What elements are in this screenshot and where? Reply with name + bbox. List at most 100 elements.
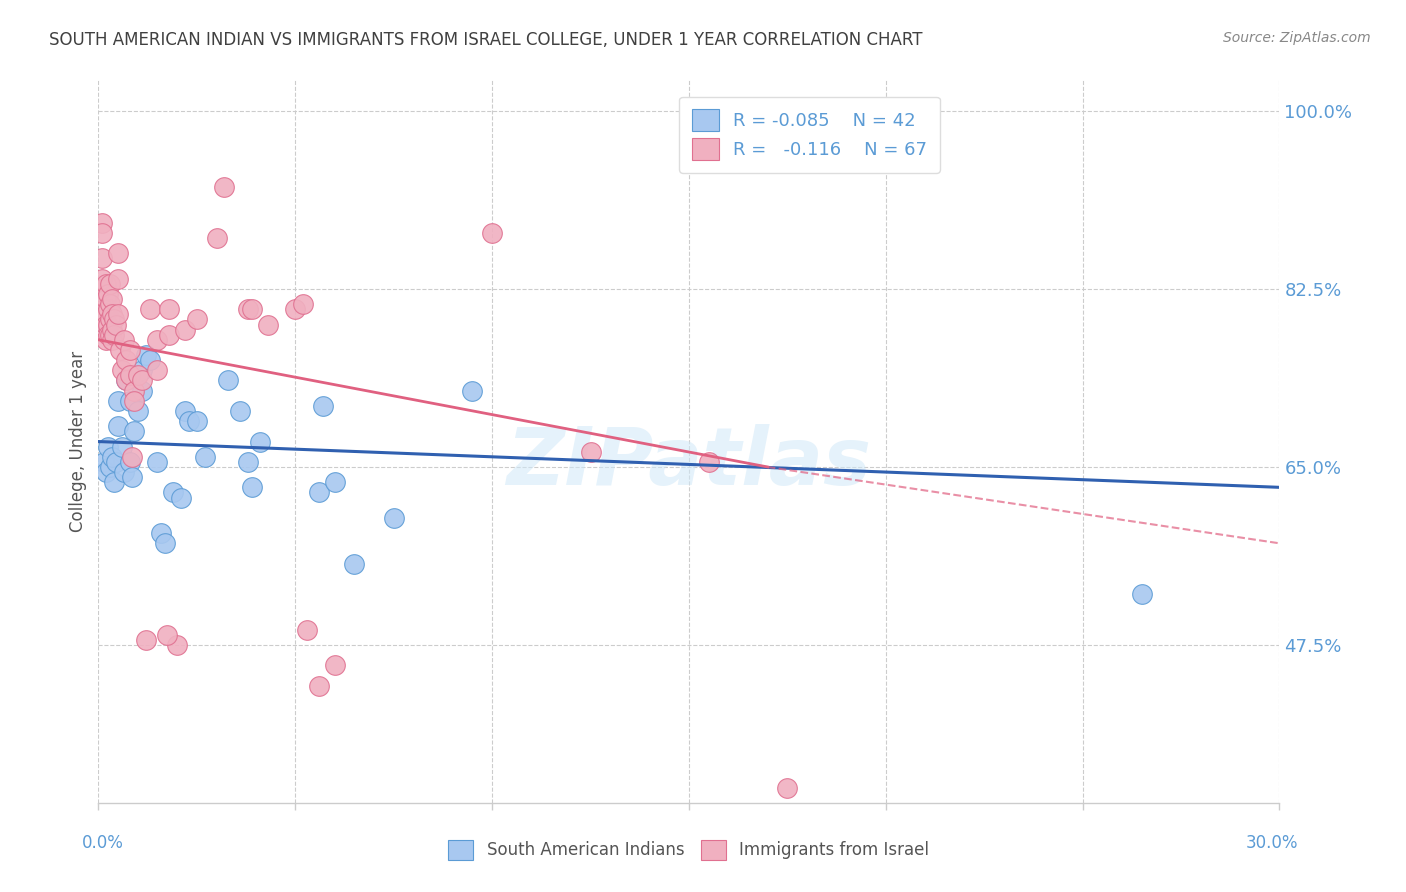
Text: 30.0%: 30.0%	[1246, 834, 1299, 852]
Point	[1130, 587, 1153, 601]
Point	[343, 557, 366, 571]
Point	[122, 393, 145, 408]
Point	[97, 440, 120, 454]
Text: 0.0%: 0.0%	[82, 834, 124, 852]
Point	[91, 216, 114, 230]
Point	[157, 302, 180, 317]
Point	[101, 307, 124, 321]
Point	[146, 455, 169, 469]
Point	[205, 231, 228, 245]
Point	[138, 353, 160, 368]
Point	[105, 455, 128, 469]
Point	[98, 327, 121, 342]
Point	[186, 312, 208, 326]
Point	[93, 312, 115, 326]
Point	[96, 277, 118, 291]
Point	[295, 623, 318, 637]
Point	[229, 404, 252, 418]
Legend: South American Indians, Immigrants from Israel: South American Indians, Immigrants from …	[441, 833, 936, 867]
Point	[579, 444, 602, 458]
Point	[177, 414, 200, 428]
Point	[312, 399, 335, 413]
Point	[111, 440, 134, 454]
Point	[103, 475, 125, 490]
Text: SOUTH AMERICAN INDIAN VS IMMIGRANTS FROM ISRAEL COLLEGE, UNDER 1 YEAR CORRELATIO: SOUTH AMERICAN INDIAN VS IMMIGRANTS FROM…	[49, 31, 922, 49]
Point	[186, 414, 208, 428]
Point	[91, 282, 114, 296]
Point	[127, 404, 149, 418]
Point	[697, 455, 720, 469]
Point	[96, 333, 118, 347]
Point	[111, 363, 134, 377]
Point	[118, 393, 141, 408]
Point	[131, 363, 153, 377]
Point	[118, 455, 141, 469]
Point	[308, 485, 330, 500]
Point	[737, 109, 759, 123]
Point	[256, 318, 278, 332]
Point	[101, 450, 124, 464]
Point	[236, 455, 259, 469]
Point	[97, 287, 120, 301]
Point	[323, 658, 346, 673]
Point	[382, 511, 405, 525]
Point	[103, 312, 125, 326]
Point	[91, 226, 114, 240]
Point	[135, 348, 157, 362]
Point	[97, 318, 120, 332]
Point	[101, 292, 124, 306]
Point	[776, 780, 799, 795]
Point	[121, 470, 143, 484]
Point	[127, 368, 149, 383]
Point	[174, 323, 197, 337]
Point	[107, 271, 129, 285]
Point	[122, 425, 145, 439]
Point	[91, 271, 114, 285]
Text: Source: ZipAtlas.com: Source: ZipAtlas.com	[1223, 31, 1371, 45]
Point	[155, 536, 177, 550]
Point	[115, 353, 138, 368]
Y-axis label: College, Under 1 year: College, Under 1 year	[69, 351, 87, 533]
Point	[91, 252, 114, 266]
Point	[107, 419, 129, 434]
Point	[249, 434, 271, 449]
Point	[284, 302, 307, 317]
Point	[240, 302, 263, 317]
Point	[131, 374, 153, 388]
Point	[96, 292, 118, 306]
Point	[236, 302, 259, 317]
Point	[162, 485, 184, 500]
Point	[170, 491, 193, 505]
Point	[146, 333, 169, 347]
Point	[105, 318, 128, 332]
Point	[481, 226, 503, 240]
Point	[107, 307, 129, 321]
Point	[93, 455, 115, 469]
Point	[98, 297, 121, 311]
Point	[174, 404, 197, 418]
Point	[93, 302, 115, 317]
Point	[98, 460, 121, 475]
Point	[101, 323, 124, 337]
Point	[107, 246, 129, 260]
Point	[112, 465, 135, 479]
Point	[308, 679, 330, 693]
Point	[96, 318, 118, 332]
Point	[217, 374, 239, 388]
Point	[150, 526, 173, 541]
Point	[135, 632, 157, 647]
Point	[240, 480, 263, 494]
Point	[118, 343, 141, 357]
Point	[97, 327, 120, 342]
Point	[118, 368, 141, 383]
Point	[323, 475, 346, 490]
Point	[96, 465, 118, 479]
Point	[107, 393, 129, 408]
Text: ZIPatlas: ZIPatlas	[506, 425, 872, 502]
Point	[101, 333, 124, 347]
Point	[103, 327, 125, 342]
Point	[138, 302, 160, 317]
Point	[121, 450, 143, 464]
Point	[115, 374, 138, 388]
Point	[461, 384, 484, 398]
